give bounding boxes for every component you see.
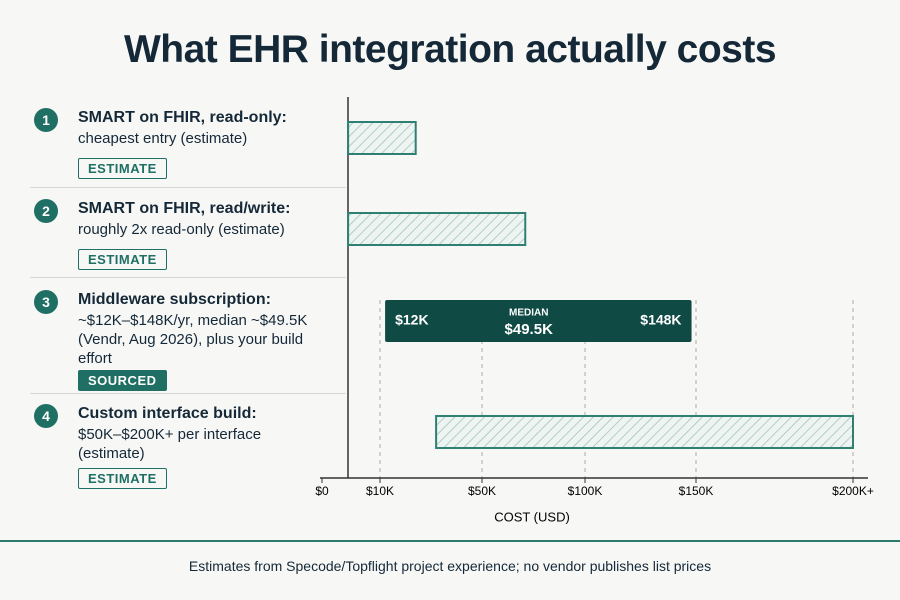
x-axis-title: COST (USD) [494, 509, 570, 524]
status-badge: ESTIMATE [78, 249, 167, 270]
separator [30, 393, 346, 394]
chart: COST (USD) $0 $10K $50K $100K $150K $200K+ $12… [315, 97, 874, 524]
range-high-label: $148K [640, 312, 681, 328]
row-label: Middleware subscription: [78, 291, 271, 308]
number-badge: 3 [34, 290, 58, 314]
x-tick-label: $150K [679, 484, 714, 498]
bar [347, 212, 527, 246]
status-badge: ESTIMATE [78, 468, 167, 489]
median-caption: MEDIAN [509, 308, 548, 319]
separator [30, 187, 346, 188]
status-badge: ESTIMATE [78, 158, 167, 179]
separator [30, 277, 346, 278]
x-tick-label: $200K+ [832, 484, 874, 498]
row-detail: roughly 2x read-only (estimate) [78, 221, 285, 238]
median-value: $49.5K [505, 321, 554, 338]
x-tick-label: $50K [468, 484, 496, 498]
footer-rule [0, 540, 900, 542]
row-label: Custom interface build: [78, 405, 257, 422]
number-badge: 1 [34, 108, 58, 132]
number-badge: 4 [34, 404, 58, 428]
bar [347, 121, 417, 155]
range-low-label: $12K [395, 312, 428, 328]
row-detail: $50K–$200K+ per interface (estimate) [78, 426, 262, 462]
title: What EHR integration actually costs [123, 28, 777, 71]
number-badge: 2 [34, 199, 58, 223]
x-tick-label: $100K [568, 484, 603, 498]
footnote: Estimates from Specode/Topflight project… [188, 558, 712, 574]
row-label: SMART on FHIR, read/write: [78, 200, 291, 217]
range-bar [385, 300, 692, 342]
x-tick-label: $10K [366, 484, 394, 498]
row-label: SMART on FHIR, read-only: [78, 109, 287, 126]
row-detail: ~$12K–$148K/yr, median ~$49.5K (Vendr, A… [78, 312, 308, 367]
x-tick-label: $0 [315, 484, 329, 498]
bar [435, 415, 854, 449]
status-badge: SOURCED [78, 370, 167, 391]
row-detail: cheapest entry (estimate) [78, 130, 248, 147]
